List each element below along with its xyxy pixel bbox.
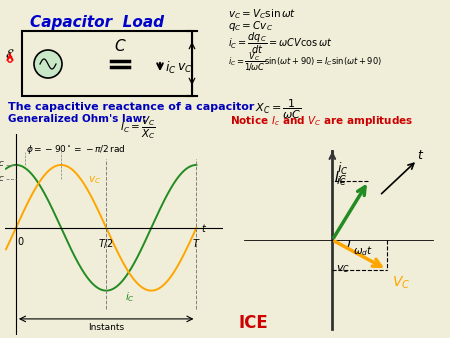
Text: $\phi = -90^\circ = -\pi/2\,\mathrm{rad}$: $\phi = -90^\circ = -\pi/2\,\mathrm{rad}… xyxy=(26,143,126,156)
Circle shape xyxy=(34,50,62,78)
Text: $q_C = Cv_C$: $q_C = Cv_C$ xyxy=(228,19,273,33)
Bar xyxy=(22,31,192,96)
Text: $I_C = \dfrac{V_C}{X_C}$: $I_C = \dfrac{V_C}{X_C}$ xyxy=(120,114,156,141)
Text: $v_C$: $v_C$ xyxy=(177,62,193,75)
Text: $T/2$: $T/2$ xyxy=(98,237,114,250)
Text: $i_C$: $i_C$ xyxy=(336,174,346,188)
Text: $T$: $T$ xyxy=(192,237,201,249)
Text: $V_C$: $V_C$ xyxy=(392,274,410,291)
Text: Instants: Instants xyxy=(88,322,124,332)
Text: Notice $I_c$ and $V_C$ are amplitudes: Notice $I_c$ and $V_C$ are amplitudes xyxy=(230,114,413,128)
Text: Generalized Ohm's law:: Generalized Ohm's law: xyxy=(8,114,150,124)
Text: $I_C$: $I_C$ xyxy=(334,170,347,186)
Text: $i_C = \dfrac{V_C}{1\!/\!\omega C}\sin(\omega t+90) = I_C \sin(\omega t+90)$: $i_C = \dfrac{V_C}{1\!/\!\omega C}\sin(\… xyxy=(228,51,382,73)
Text: $C$: $C$ xyxy=(114,38,126,54)
Text: $v_C$: $v_C$ xyxy=(336,264,350,275)
Text: $v_C$: $v_C$ xyxy=(88,174,101,186)
Text: $v_C = V_C \sin \omega t$: $v_C = V_C \sin \omega t$ xyxy=(228,7,297,21)
Text: The capacitive reactance of a capacitor: The capacitive reactance of a capacitor xyxy=(8,102,254,112)
Text: $i_C$: $i_C$ xyxy=(125,290,135,304)
Text: $t$: $t$ xyxy=(417,149,424,163)
Text: $i_C = \dfrac{dq_C}{dt} = \omega CV \cos \omega t$: $i_C = \dfrac{dq_C}{dt} = \omega CV \cos… xyxy=(228,31,332,56)
Text: $t$: $t$ xyxy=(201,222,207,234)
Text: $\omega_d t$: $\omega_d t$ xyxy=(353,244,373,258)
Text: $i_C$: $i_C$ xyxy=(165,60,176,76)
Text: $i_C$: $i_C$ xyxy=(338,161,349,177)
Text: Capacitor  Load: Capacitor Load xyxy=(30,15,164,30)
Text: $0$: $0$ xyxy=(18,235,25,247)
Text: $X_C = \dfrac{1}{\omega C}$: $X_C = \dfrac{1}{\omega C}$ xyxy=(255,98,302,121)
Text: $I_C$: $I_C$ xyxy=(0,155,5,169)
Text: $\mathcal{E}$: $\mathcal{E}$ xyxy=(5,48,15,62)
Text: $V_C$: $V_C$ xyxy=(0,171,5,185)
Text: ICE: ICE xyxy=(238,314,268,332)
